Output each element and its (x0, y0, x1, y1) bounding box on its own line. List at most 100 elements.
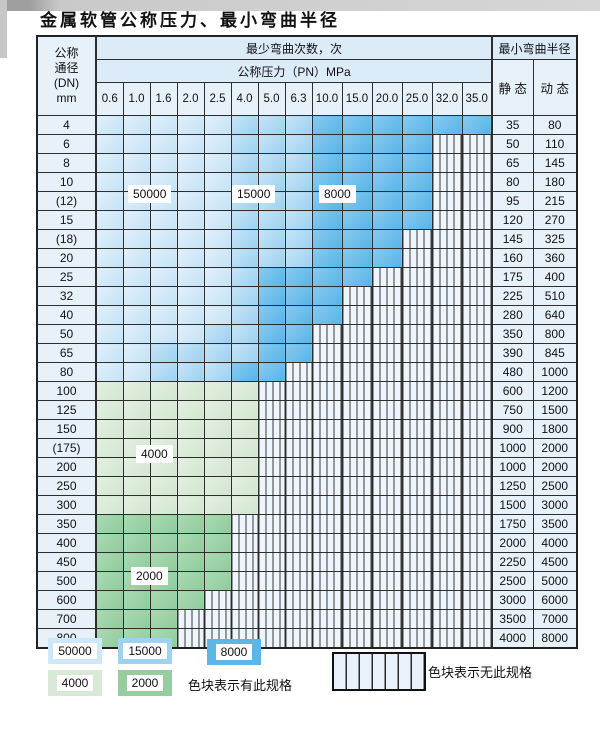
no-spec-cell (311, 438, 343, 458)
no-spec-cell (371, 286, 403, 306)
legend-swatch-value: 4000 (56, 675, 94, 691)
bend-cycles-header: 最少弯曲次数，次 (95, 35, 493, 60)
spec-cell (149, 400, 178, 420)
legend-swatch-value: 8000 (215, 644, 253, 660)
spec-cell (203, 172, 232, 192)
no-spec-cell (284, 590, 313, 610)
dn-cell: 125 (36, 400, 97, 420)
spec-cell (230, 381, 259, 401)
dynamic-radius-cell: 80 (532, 115, 578, 135)
no-spec-cell (341, 476, 373, 496)
pressure-values-row: 0.6 1.0 1.6 2.0 2.5 4.0 5.0 6.3 10.0 15.0 20.0 25.0… (37, 82, 577, 116)
page-title: 金属软管公称压力、最小弯曲半径 (40, 11, 340, 31)
spec-cell (149, 324, 178, 344)
static-radius-cell: 3000 (491, 590, 534, 610)
no-spec-cell (311, 324, 343, 344)
spec-cell (95, 609, 124, 629)
spec-cell (95, 495, 124, 515)
dn-cell: 250 (36, 476, 97, 496)
dn-cell: 80 (36, 362, 97, 382)
spec-cell (95, 248, 124, 268)
no-spec-cell (371, 609, 403, 629)
spec-cell (230, 400, 259, 420)
spec-cell (341, 153, 373, 173)
spec-cell (311, 134, 343, 154)
static-radius-cell: 2250 (491, 552, 534, 572)
spec-cell (122, 115, 151, 135)
spec-cell (95, 267, 124, 287)
dynamic-radius-cell: 270 (532, 210, 578, 230)
spec-cell (203, 362, 232, 382)
no-spec-cell (371, 305, 403, 325)
spec-cell (95, 172, 124, 192)
no-spec-cell (401, 381, 433, 401)
no-spec-cell (431, 324, 463, 344)
no-spec-cell (311, 552, 343, 572)
spec-cell (95, 381, 124, 401)
no-spec-cell (431, 134, 463, 154)
spec-cell (203, 248, 232, 268)
dn-cell: 200 (36, 457, 97, 477)
dynamic-radius-cell: 7000 (532, 609, 578, 629)
no-spec-cell (431, 305, 463, 325)
no-spec-cell (311, 590, 343, 610)
no-spec-cell (371, 628, 403, 649)
no-spec-cell (461, 590, 493, 610)
spec-cell (257, 210, 286, 230)
spec-cell (149, 609, 178, 629)
spec-cell (176, 267, 205, 287)
no-spec-cell (461, 362, 493, 382)
no-spec-cell (431, 457, 463, 477)
spec-cell (341, 248, 373, 268)
spec-cell (203, 438, 232, 458)
no-spec-cell (431, 153, 463, 173)
spec-cell (176, 210, 205, 230)
no-spec-cell (431, 286, 463, 306)
no-spec-cell (401, 267, 433, 287)
no-spec-cell (284, 533, 313, 553)
no-spec-cell (371, 400, 403, 420)
no-spec-cell (341, 400, 373, 420)
spec-cell (371, 191, 403, 211)
spec-cell (311, 305, 343, 325)
min-bend-radius-header: 最小弯曲半径 (491, 35, 578, 60)
dn-cell: 8 (36, 153, 97, 173)
no-spec-cell (401, 609, 433, 629)
no-spec-cell (401, 476, 433, 496)
legend-swatch-value: 50000 (53, 643, 97, 659)
dn-header-line: (DN) (53, 76, 80, 90)
dn-cell: 400 (36, 533, 97, 553)
spec-cell (95, 191, 124, 211)
no-spec-cell (284, 571, 313, 591)
no-spec-cell (230, 533, 259, 553)
pressure-value: 6.3 (284, 82, 313, 116)
static-radius-cell: 145 (491, 229, 534, 249)
spec-cell (461, 115, 493, 135)
spec-cell (203, 400, 232, 420)
static-radius-cell: 2000 (491, 533, 534, 553)
no-spec-cell (284, 438, 313, 458)
no-spec-cell (341, 381, 373, 401)
spec-cell (95, 362, 124, 382)
table-row: 400 2000 4000 (36, 533, 578, 553)
spec-cell (149, 343, 178, 363)
spec-cell (230, 495, 259, 515)
dn-header-line: mm (56, 91, 77, 105)
no-spec-cell (341, 495, 373, 515)
no-spec-cell (230, 590, 259, 610)
spec-cell (122, 229, 151, 249)
no-spec-cell (311, 400, 343, 420)
dynamic-radius-cell: 4000 (532, 533, 578, 553)
dynamic-radius-cell: 1200 (532, 381, 578, 401)
no-spec-cell (401, 457, 433, 477)
spec-cell (371, 248, 403, 268)
spec-cell (176, 248, 205, 268)
spec-cell (122, 590, 151, 610)
dn-cell: 15 (36, 210, 97, 230)
spec-cell (341, 134, 373, 154)
pressure-value: 0.6 (95, 82, 124, 116)
spec-cell (149, 514, 178, 534)
spec-cell (176, 153, 205, 173)
legend-no-spec-swatch (332, 652, 426, 691)
no-spec-cell (311, 628, 343, 649)
